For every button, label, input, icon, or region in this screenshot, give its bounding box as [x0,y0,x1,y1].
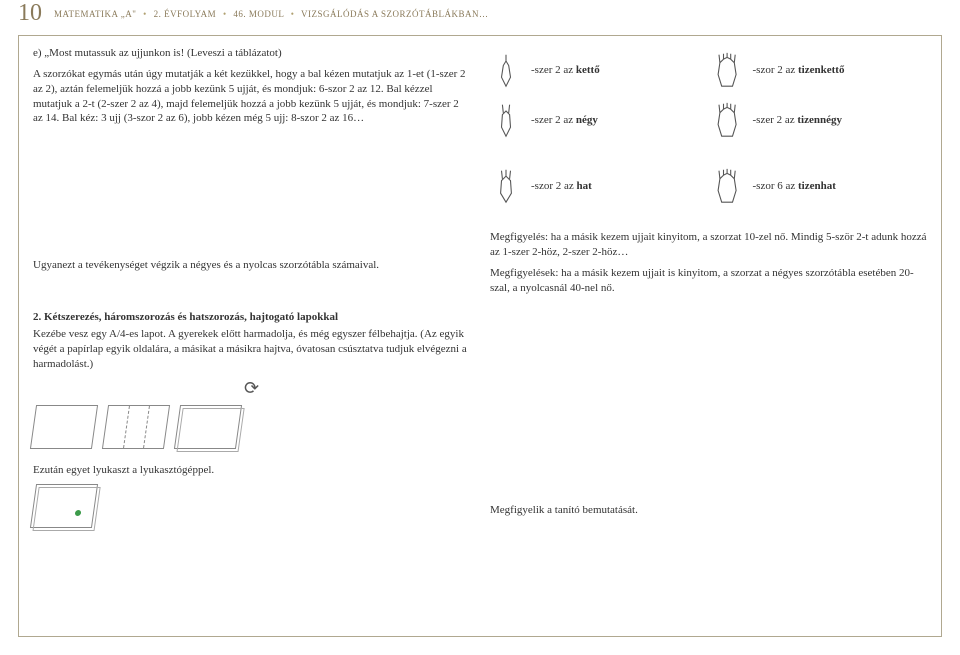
page: 10 MATEMATIKA „A" • 2. ÉVFOLYAM • 46. MO… [0,0,960,647]
header-module-title: VIZSGÁLÓDÁS A SZORZÓTÁBLÁKBAN… [301,9,489,19]
hand-label: -szer 2 az négy [531,114,706,126]
header-grade: 2. ÉVFOLYAM [154,9,217,19]
diamond-icon: • [143,9,147,19]
item-e: e) „Most mutassuk az ujjunkon is! (Leves… [33,46,470,61]
paper-punch-row [33,484,470,528]
section-2-title: 2. Kétszerezés, háromszorozás és hatszor… [33,311,927,323]
content-box: e) „Most mutassuk az ujjunkon is! (Leves… [18,35,942,637]
watch-line: Megfigyelik a tanító bemutatását. [490,503,638,518]
page-number: 10 [18,0,42,27]
observation-1: Megfigyelés: ha a másik kezem ujjait kin… [490,230,927,260]
diamond-icon: • [291,9,295,19]
sheet-punched-icon [30,484,98,528]
hand-label: -szor 2 az hat [531,180,706,192]
sheet-stack-icon [174,405,242,449]
right-observations: Megfigyelés: ha a másik kezem ujjait kin… [490,230,927,301]
hand-label: -szor 6 az tizenhat [753,180,928,192]
diamond-icon: • [223,9,227,19]
hand-one-finger-icon [490,52,522,88]
header-module: 46. MODUL [233,9,284,19]
punch-line: Ezután egyet lyukaszt a lyukasztógéppel. [33,463,470,478]
sheet-icon [30,405,98,449]
hand-label: -szer 2 az tizennégy [753,114,928,126]
obs-row: Ugyanezt a tevékenységet végzik a négyes… [33,230,927,301]
left-column: e) „Most mutassuk az ujjunkon is! (Leves… [33,46,470,224]
header-subject: MATEMATIKA „A" [54,9,136,19]
header-breadcrumb: MATEMATIKA „A" • 2. ÉVFOLYAM • 46. MODUL… [54,9,489,19]
hand-grid-top: -szer 2 az kettő -szor 2 az tizenkettő -… [490,52,927,138]
section-2: 2. Kétszerezés, háromszorozás és hatszor… [33,311,927,527]
right-column-hands: -szer 2 az kettő -szor 2 az tizenkettő -… [490,46,927,224]
hand-label: -szor 2 az tizenkettő [753,64,928,76]
sheet-folded-icon [102,405,170,449]
observation-2: Megfigyelések: ha a másik kezem ujjait i… [490,266,927,296]
top-row: e) „Most mutassuk az ujjunkon is! (Leves… [33,46,927,224]
hand-six-fingers-icon [712,52,744,88]
section-2-para: Kezébe vesz egy A/4-es lapot. A gyerekek… [33,327,470,372]
left-same-activity: Ugyanezt a tevékenységet végzik a négyes… [33,230,470,301]
paper-fold-diagram: ⟳ [33,378,470,399]
hand-label: -szer 2 az kettő [531,64,706,76]
right-bottom: Megfigyelik a tanító bemutatását. [490,327,927,527]
rotate-arrow-icon: ⟳ [244,378,259,399]
hand-seven-fingers-icon [712,102,744,138]
hand-eight-fingers-icon [712,168,744,204]
hand-three-fingers-icon [490,168,522,204]
page-header: 10 MATEMATIKA „A" • 2. ÉVFOLYAM • 46. MO… [18,0,942,27]
hand-two-fingers-icon [490,102,522,138]
para-method: A szorzókat egymás után úgy mutatják a k… [33,67,470,126]
hand-grid-mid: -szor 2 az hat -szor 6 az tizenhat [490,168,927,204]
same-activity: Ugyanezt a tevékenységet végzik a négyes… [33,258,470,273]
paper-fold-row [33,405,470,449]
